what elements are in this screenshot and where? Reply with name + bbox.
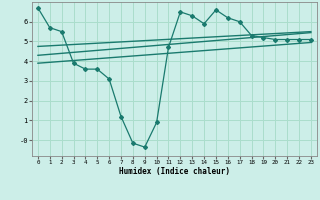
X-axis label: Humidex (Indice chaleur): Humidex (Indice chaleur) (119, 167, 230, 176)
